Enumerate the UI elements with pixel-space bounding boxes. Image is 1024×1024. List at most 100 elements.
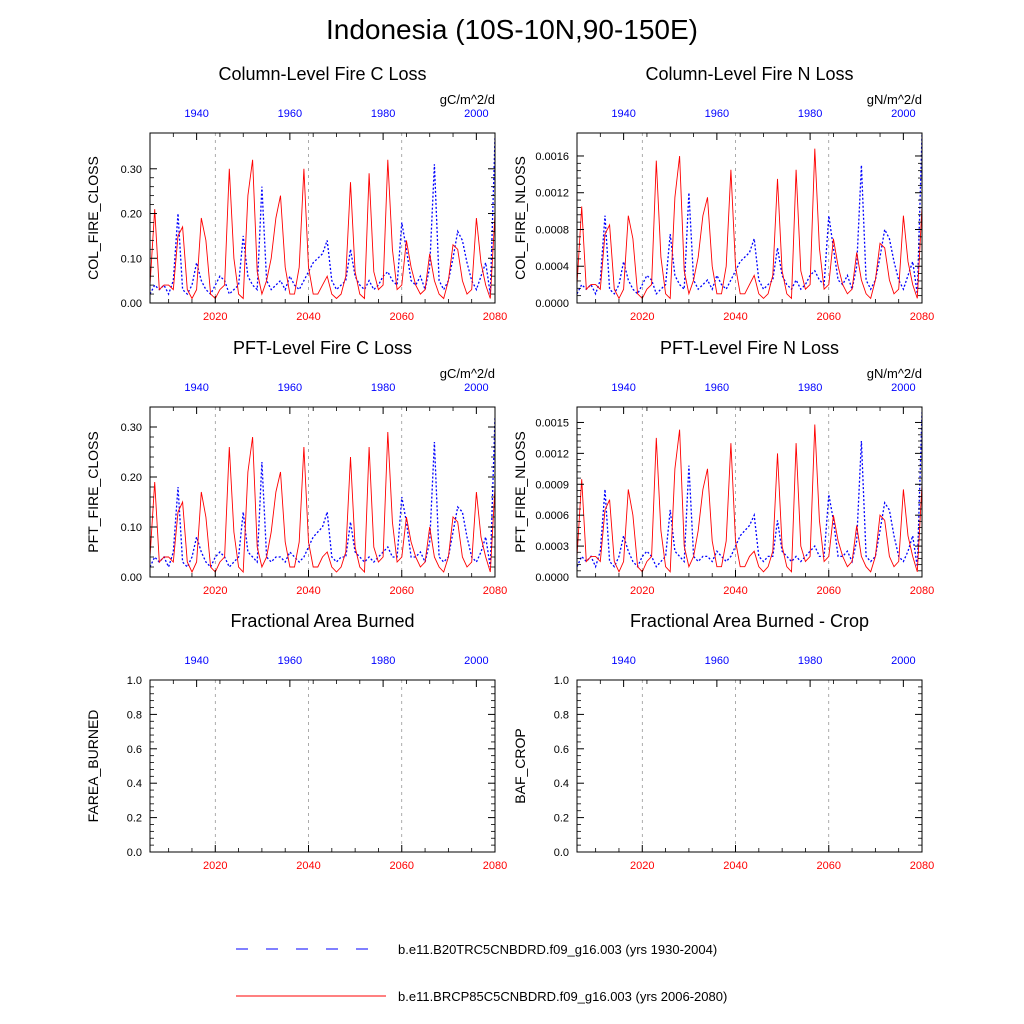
x-tick-label-top: 1960 <box>278 108 302 120</box>
plot-frame <box>149 406 496 578</box>
panel-1: Column-Level Fire C Loss gC/m^2/d 0.00 0.10… <box>85 64 507 323</box>
units-label: gC/m^2/d <box>440 92 495 107</box>
units-label: gC/m^2/d <box>440 366 495 381</box>
y-tick-label: 0.0004 <box>535 261 569 273</box>
units-label: gN/m^2/d <box>867 366 922 381</box>
x-tick-label-bottom: 2040 <box>296 311 320 323</box>
x-tick-label-bottom: 2040 <box>723 311 747 323</box>
x-tick-label-bottom: 2080 <box>483 860 507 872</box>
x-tick-label-bottom: 2060 <box>817 585 841 597</box>
x-tick-label-bottom: 2080 <box>910 311 934 323</box>
panel-2: Column-Level Fire N Loss gN/m^2/d 0.0000 0.… <box>512 64 934 323</box>
panel-4: PFT-Level Fire N Loss gN/m^2/d 0.0000 0.000… <box>512 338 934 597</box>
plot-frame <box>576 679 923 853</box>
y-tick-label: 0.0000 <box>535 572 569 584</box>
plot-frame <box>149 679 496 853</box>
x-tick-label-top: 1980 <box>798 382 822 394</box>
y-axis-label: BAF_CROP <box>512 728 528 803</box>
x-tick-label-top: 1980 <box>371 108 395 120</box>
x-tick-label-top: 1960 <box>278 655 302 667</box>
panel-5: Fractional Area Burned 0.0 0.2 0.4 0.6 0.8 1.0… <box>85 611 507 872</box>
panel-title: PFT-Level Fire C Loss <box>233 338 412 358</box>
x-tick-label-bottom: 2080 <box>483 585 507 597</box>
y-tick-label: 0.6 <box>127 744 142 756</box>
x-tick-label-top: 1940 <box>184 655 208 667</box>
y-tick-label: 0.00 <box>121 298 142 310</box>
x-tick-label-bottom: 2060 <box>390 860 414 872</box>
y-tick-label: 0.10 <box>121 522 142 534</box>
y-axis-label: COL_FIRE_NLOSS <box>512 156 528 280</box>
x-tick-label-bottom: 2040 <box>723 860 747 872</box>
panel-title: PFT-Level Fire N Loss <box>660 338 839 358</box>
x-tick-label-top: 2000 <box>464 655 488 667</box>
x-tick-label-bottom: 2060 <box>817 860 841 872</box>
y-tick-label: 0.0012 <box>535 448 569 460</box>
x-tick-label-top: 1980 <box>371 655 395 667</box>
y-axis-label: PFT_FIRE_CLOSS <box>85 431 101 552</box>
series-line-historical <box>577 134 922 296</box>
x-tick-label-bottom: 2020 <box>630 585 654 597</box>
plot-frame <box>149 132 496 304</box>
x-tick-label-top: 1940 <box>611 382 635 394</box>
x-tick-label-bottom: 2080 <box>910 585 934 597</box>
x-tick-label-top: 1980 <box>371 382 395 394</box>
y-tick-label: 0.20 <box>121 472 142 484</box>
y-tick-label: 0.20 <box>121 209 142 221</box>
x-tick-label-top: 2000 <box>464 382 488 394</box>
y-tick-label: 0.0003 <box>535 541 569 553</box>
x-tick-label-bottom: 2080 <box>910 860 934 872</box>
x-tick-label-top: 1940 <box>611 108 635 120</box>
plot-frame <box>576 406 923 578</box>
y-tick-label: 0.2 <box>554 813 569 825</box>
figure-title: Indonesia (10S-10N,90-150E) <box>325 14 698 45</box>
x-tick-label-bottom: 2040 <box>723 585 747 597</box>
y-tick-label: 0.8 <box>127 709 142 721</box>
x-tick-label-bottom: 2060 <box>390 585 414 597</box>
y-axis-label: FAREA_BURNED <box>85 710 101 823</box>
plot-frame <box>576 132 923 304</box>
series-line-rcp85 <box>577 424 922 573</box>
y-tick-label: 1.0 <box>554 675 569 687</box>
panel-title: Fractional Area Burned - Crop <box>630 611 869 631</box>
x-tick-label-top: 1960 <box>705 655 729 667</box>
y-tick-label: 0.30 <box>121 422 142 434</box>
legend: b.e11.B20TRC5CNBDRD.f09_g16.003 (yrs 193… <box>236 942 727 1004</box>
panel-title: Fractional Area Burned <box>230 611 414 631</box>
y-tick-label: 0.0000 <box>535 298 569 310</box>
x-tick-label-bottom: 2060 <box>390 311 414 323</box>
x-tick-label-bottom: 2040 <box>296 860 320 872</box>
y-tick-label: 0.0 <box>554 847 569 859</box>
y-tick-label: 0.0008 <box>535 224 569 236</box>
y-tick-label: 0.0006 <box>535 510 569 522</box>
panel-title: Column-Level Fire N Loss <box>645 64 853 84</box>
x-tick-label-top: 2000 <box>891 382 915 394</box>
x-tick-label-bottom: 2020 <box>630 860 654 872</box>
series-line-historical <box>150 137 495 296</box>
y-tick-label: 0.30 <box>121 164 142 176</box>
x-tick-label-top: 1940 <box>184 382 208 394</box>
panel-3: PFT-Level Fire C Loss gC/m^2/d 0.00 0.10 0.2… <box>85 338 507 597</box>
series-line-historical <box>577 412 922 569</box>
y-tick-label: 0.0012 <box>535 188 569 200</box>
series-line-rcp85 <box>150 431 495 574</box>
y-axis-label: COL_FIRE_CLOSS <box>85 156 101 280</box>
y-tick-label: 0.4 <box>554 778 569 790</box>
y-tick-label: 0.0015 <box>535 417 569 429</box>
x-tick-label-top: 1960 <box>705 108 729 120</box>
y-tick-label: 0.10 <box>121 253 142 265</box>
y-tick-label: 0.2 <box>127 813 142 825</box>
legend-label: b.e11.BRCP85C5CNBDRD.f09_g16.003 (yrs 20… <box>398 989 727 1004</box>
x-tick-label-bottom: 2020 <box>203 860 227 872</box>
x-tick-label-top: 1940 <box>184 108 208 120</box>
x-tick-label-bottom: 2040 <box>296 585 320 597</box>
x-tick-label-top: 1960 <box>278 382 302 394</box>
y-tick-label: 1.0 <box>127 675 142 687</box>
panel-title: Column-Level Fire C Loss <box>218 64 426 84</box>
y-tick-label: 0.8 <box>554 709 569 721</box>
x-tick-label-top: 2000 <box>891 655 915 667</box>
series-line-rcp85 <box>577 148 922 300</box>
y-tick-label: 0.00 <box>121 572 142 584</box>
x-tick-label-top: 1940 <box>611 655 635 667</box>
x-tick-label-bottom: 2020 <box>203 311 227 323</box>
